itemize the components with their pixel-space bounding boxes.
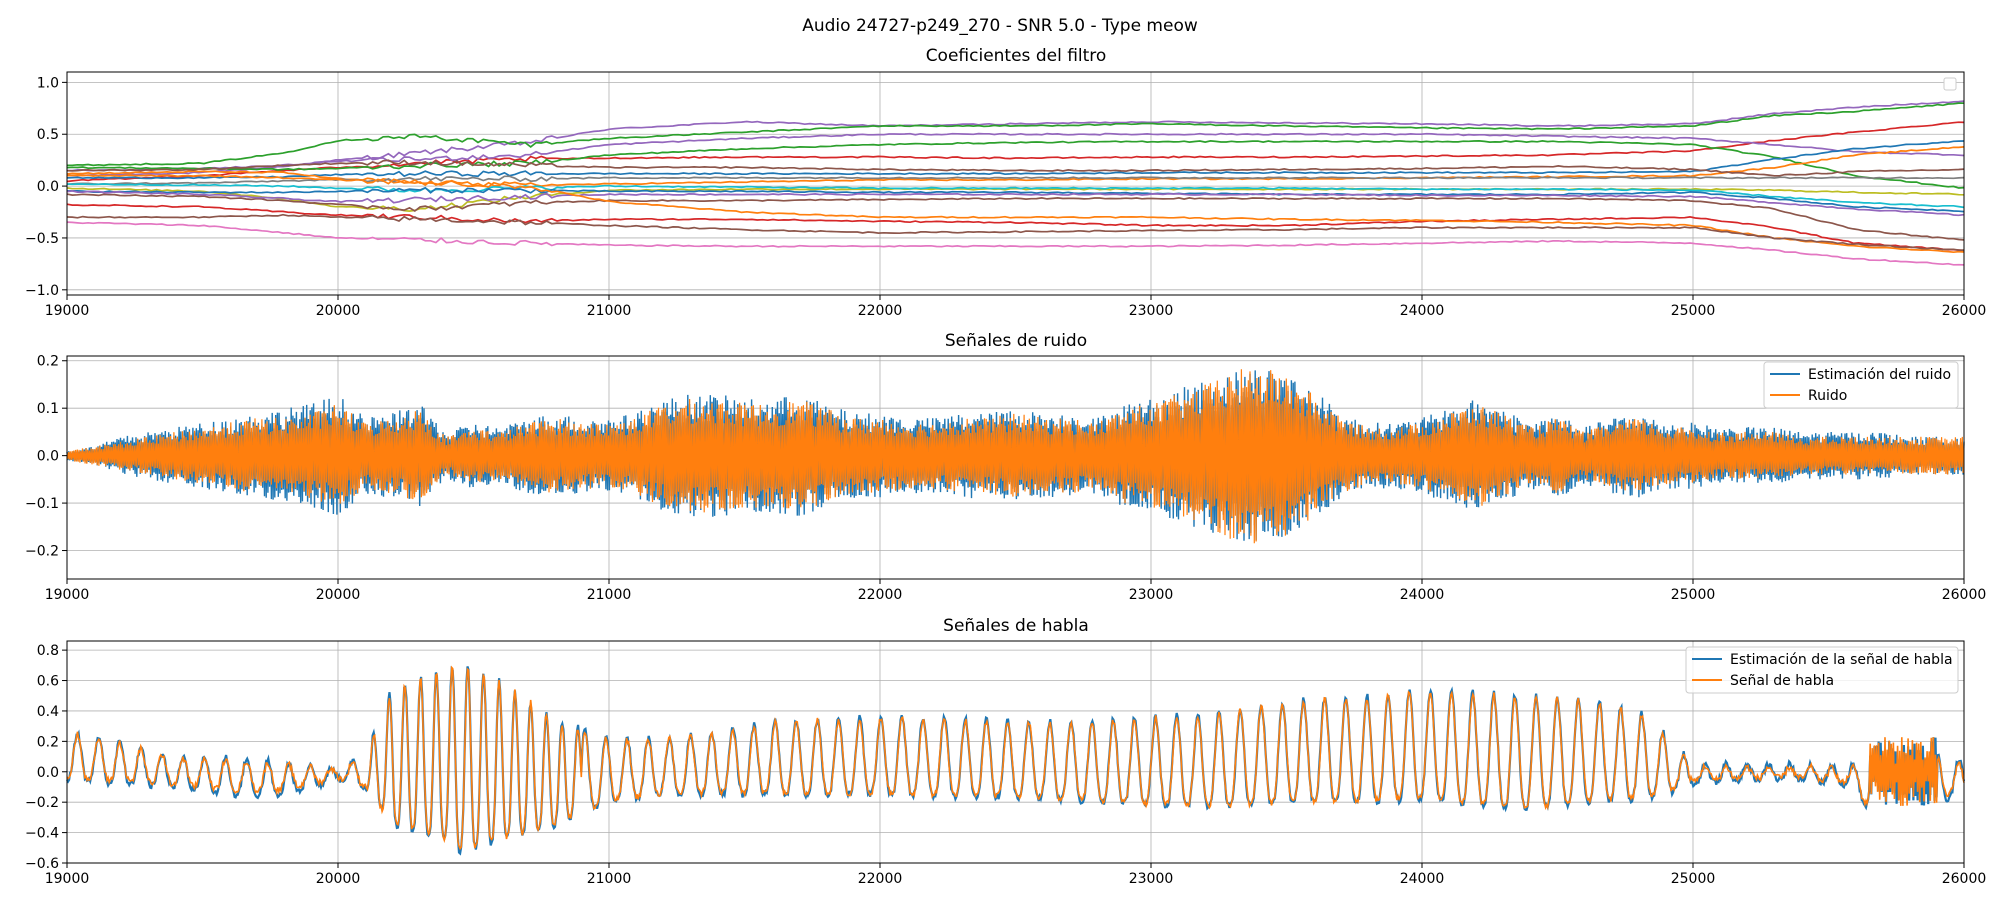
coefficient-line-12 (67, 186, 1965, 213)
y-tick-label: 0.5 (37, 127, 59, 143)
coefficient-line-6 (66, 140, 1965, 180)
y-tick-label: 0.4 (37, 704, 59, 720)
y-tick-label: −1.0 (25, 283, 59, 299)
panel-title: Coeficientes del filtro (926, 46, 1107, 66)
y-tick-label: −0.6 (25, 856, 59, 872)
x-tick-label: 26000 (1942, 587, 1987, 603)
x-tick-label: 21000 (587, 303, 632, 319)
x-tick-label: 25000 (1671, 871, 1716, 887)
y-tick-label: 1.0 (37, 75, 59, 91)
x-tick-label: 24000 (1400, 587, 1445, 603)
plot-area (66, 665, 1966, 856)
x-tick-label: 19000 (45, 871, 90, 887)
coefficient-line-1 (66, 100, 1965, 177)
x-tick-label: 26000 (1942, 871, 1987, 887)
axes-frame (66, 640, 1965, 864)
x-tick-label: 25000 (1671, 587, 1716, 603)
plot-area (66, 100, 1965, 266)
x-tick-label: 23000 (1129, 587, 1174, 603)
legend-label-speech: Señal de habla (1730, 673, 1834, 689)
coefficient-line-11 (66, 183, 1965, 209)
x-tick-label: 23000 (1129, 871, 1174, 887)
coefficient-line-4 (67, 132, 1965, 172)
y-tick-label: 0.2 (37, 354, 59, 370)
y-tick-label: 0.0 (37, 179, 59, 195)
legend-box (1685, 646, 1959, 694)
y-tick-label: 0.0 (37, 765, 59, 781)
legend-label-noise-estimate: Estimación del ruido (1808, 367, 1951, 383)
legend: Estimación del ruido Ruido (1763, 361, 1959, 409)
coefficient-line-8 (66, 159, 1965, 177)
legend-box (1763, 361, 1959, 409)
y-tick-label: −0.4 (25, 826, 59, 842)
legend-label-noise: Ruido (1808, 388, 1847, 404)
speech-line (66, 665, 1965, 851)
axis-ticks: 19000 20000 21000 22000 23000 24000 25000 26000… (25, 643, 1986, 887)
axes-frame (66, 71, 1965, 296)
x-tick-label: 25000 (1671, 303, 1716, 319)
axes-frame (66, 355, 1965, 580)
x-tick-label: 19000 (45, 587, 90, 603)
coefficient-line-2 (67, 102, 1965, 167)
coefficient-line-7 (66, 146, 1965, 188)
noise-line (66, 369, 1965, 544)
coefficient-line-18 (66, 221, 1965, 266)
axis-ticks: 19000 20000 21000 22000 23000 24000 25000 26000… (25, 354, 1986, 603)
coefficient-line-5 (66, 140, 1965, 189)
coefficient-line-15 (66, 203, 1965, 252)
x-tick-label: 24000 (1400, 303, 1445, 319)
panel-speech-signals: Señales de habla 19000 20000 21000 22000 230… (25, 616, 1986, 887)
x-tick-label: 26000 (1942, 303, 1987, 319)
panel-noise-signals: Señales de ruido 19000 20000 21000 22000 230… (25, 331, 1986, 603)
x-tick-label: 23000 (1129, 303, 1174, 319)
y-tick-label: −0.5 (25, 231, 59, 247)
y-tick-label: 0.8 (37, 643, 59, 659)
coefficient-line-14 (66, 190, 1965, 217)
panel-filter-coefficients: Coeficientes del filtro 19000 20000 21000 2… (25, 46, 1986, 319)
legend-box-empty (1943, 77, 1957, 91)
legend-label-speech-estimate: Estimación de la señal de habla (1730, 652, 1953, 668)
y-tick-label: −0.1 (25, 496, 59, 512)
coefficient-line-16 (66, 174, 1965, 254)
x-tick-label: 24000 (1400, 871, 1445, 887)
x-tick-label: 22000 (858, 587, 903, 603)
x-tick-label: 20000 (316, 871, 361, 887)
x-tick-label: 21000 (587, 871, 632, 887)
panel-title: Señales de ruido (945, 331, 1087, 351)
y-tick-label: −0.2 (25, 795, 59, 811)
y-tick-label: −0.2 (25, 544, 59, 560)
x-tick-label: 22000 (858, 303, 903, 319)
x-tick-label: 20000 (316, 587, 361, 603)
legend: Estimación de la señal de habla Señal de… (1685, 646, 1959, 694)
y-tick-label: 0.6 (37, 674, 59, 690)
x-tick-label: 21000 (587, 587, 632, 603)
y-tick-label: 0.0 (37, 449, 59, 465)
axis-ticks: 19000 20000 21000 22000 23000 24000 25000 26000… (25, 75, 1986, 319)
coefficient-line-13 (66, 193, 1965, 241)
panel-title: Señales de habla (943, 616, 1089, 636)
x-tick-label: 20000 (316, 303, 361, 319)
x-tick-label: 19000 (45, 303, 90, 319)
y-tick-label: 0.1 (37, 401, 59, 417)
x-tick-label: 22000 (858, 871, 903, 887)
y-tick-label: 0.2 (37, 734, 59, 750)
coefficient-line-17 (66, 213, 1964, 251)
plot-area (66, 369, 1965, 544)
figure-suptitle: Audio 24727-p249_270 - SNR 5.0 - Type me… (802, 16, 1198, 36)
